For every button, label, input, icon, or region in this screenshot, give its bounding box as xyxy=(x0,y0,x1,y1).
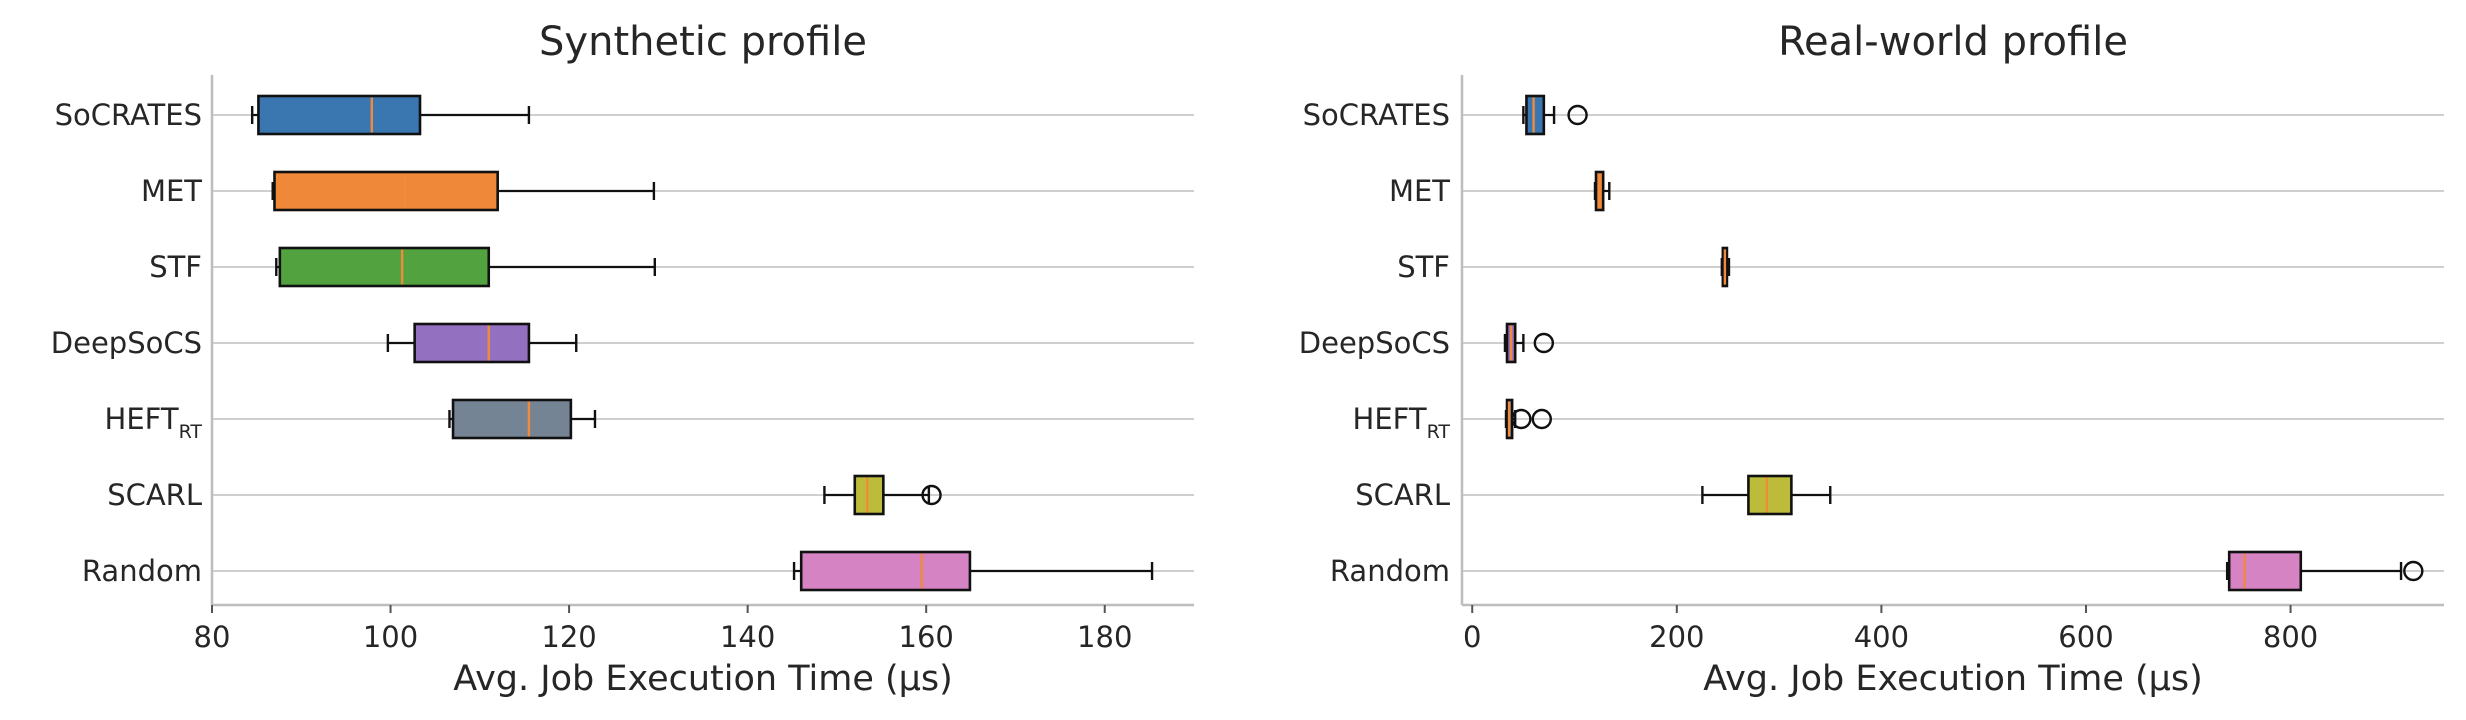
category-name: SoCRATES xyxy=(55,98,202,132)
box-deepsocs xyxy=(1503,322,1555,364)
category-name: Random xyxy=(82,554,202,588)
box-deepsocs xyxy=(386,322,578,364)
iqr-box xyxy=(1747,474,1793,516)
category-name: MET xyxy=(141,174,202,208)
category-name: Random xyxy=(1330,554,1450,588)
category-name: SoCRATES xyxy=(1303,98,1450,132)
category-name: SCARL xyxy=(1355,478,1450,512)
category-name: MET xyxy=(1389,174,1450,208)
x-tick-label: 100 xyxy=(363,620,418,654)
category-label: DeepSoCS xyxy=(51,326,202,360)
category-name: DeepSoCS xyxy=(1299,326,1450,360)
outlier-point xyxy=(1511,408,1532,430)
box-scarl xyxy=(823,474,942,516)
category-label: MET xyxy=(141,174,202,208)
iqr-box xyxy=(413,322,531,364)
iqr-box xyxy=(273,170,499,212)
category-name: HEFT xyxy=(105,402,179,436)
chart-title: Real-world profile xyxy=(1778,19,2128,65)
x-tick-label: 180 xyxy=(1077,620,1132,654)
box-socrates xyxy=(1522,94,1588,136)
category-label: Random xyxy=(1330,554,1450,588)
outlier-point xyxy=(2403,560,2424,582)
category-name: STF xyxy=(149,250,202,284)
iqr-box xyxy=(2227,550,2303,592)
category-label: SCARL xyxy=(1355,478,1450,512)
box-scarl xyxy=(1701,474,1832,516)
category-label: HEFTRT xyxy=(105,402,203,443)
category-label: DeepSoCS xyxy=(1299,326,1450,360)
box-met xyxy=(1593,170,1611,212)
outlier-point xyxy=(1531,408,1552,430)
iqr-box xyxy=(1525,94,1546,136)
box-stf xyxy=(275,246,656,288)
x-tick-label: 140 xyxy=(720,620,775,654)
category-name: HEFT xyxy=(1353,402,1427,436)
category-name: DeepSoCS xyxy=(51,326,202,360)
iqr-box xyxy=(278,246,491,288)
outlier-point xyxy=(921,484,942,506)
box-random xyxy=(792,550,1154,592)
outlier-point xyxy=(1567,104,1588,126)
x-tick-label: 120 xyxy=(541,620,596,654)
x-tick-label: 800 xyxy=(2263,620,2318,654)
category-label: STF xyxy=(1397,250,1450,284)
box-heft-rt xyxy=(1504,398,1552,440)
x-tick-label: 400 xyxy=(1854,620,1909,654)
chart-title: Synthetic profile xyxy=(539,19,867,65)
category-label: SCARL xyxy=(107,478,202,512)
synthetic-profile-chart: 80 100 120 140 160 180 Synthetic profile Avg. J… xyxy=(51,19,1194,699)
box-stf xyxy=(1720,246,1731,288)
category-label: MET xyxy=(1389,174,1450,208)
category-name: STF xyxy=(1397,250,1450,284)
x-axis-label: Avg. Job Execution Time (μs) xyxy=(453,659,953,699)
x-tick-label: 600 xyxy=(2058,620,2113,654)
x-tick-label: 80 xyxy=(194,620,231,654)
x-tick-label: 0 xyxy=(1463,620,1481,654)
box-socrates xyxy=(250,94,531,136)
box-heft-rt xyxy=(448,398,597,440)
x-tick-label: 200 xyxy=(1649,620,1704,654)
category-label: STF xyxy=(149,250,202,284)
category-label: SoCRATES xyxy=(1303,98,1450,132)
x-axis-label: Avg. Job Execution Time (μs) xyxy=(1703,659,2203,699)
x-tick-label: 160 xyxy=(899,620,954,654)
outlier-point xyxy=(1533,332,1555,354)
category-label: SoCRATES xyxy=(55,98,202,132)
iqr-box xyxy=(451,398,573,440)
iqr-box xyxy=(799,550,972,592)
iqr-box xyxy=(853,474,885,516)
category-name: SCARL xyxy=(107,478,202,512)
real-world-profile-chart: 0 200 400 600 800 Real-world profile Avg. Job … xyxy=(1299,19,2444,699)
box-met xyxy=(271,170,656,212)
category-subscript: RT xyxy=(1427,421,1451,443)
iqr-box xyxy=(257,94,422,136)
box-random xyxy=(2225,550,2424,592)
category-label: HEFTRT xyxy=(1353,402,1451,443)
category-subscript: RT xyxy=(179,421,203,443)
category-label: Random xyxy=(82,554,202,588)
